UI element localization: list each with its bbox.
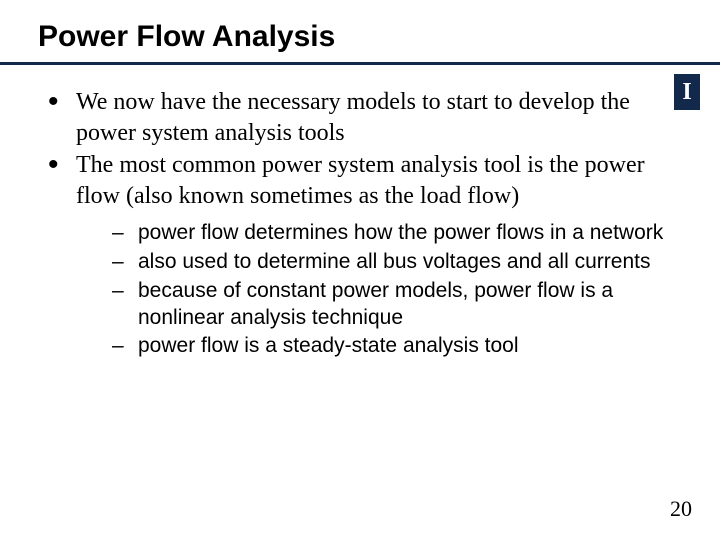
illinois-logo-letter: I [682,79,691,106]
bullet-text: We now have the necessary models to star… [76,89,630,146]
list-item: We now have the necessary models to star… [48,87,672,148]
list-item: power flow determines how the power flow… [112,220,672,247]
page-number: 20 [670,496,692,522]
list-item: also used to determine all bus voltages … [112,249,672,276]
list-item: The most common power system analysis to… [48,150,672,360]
content-area: We now have the necessary models to star… [48,87,672,360]
bullet-text: The most common power system analysis to… [76,152,645,209]
primary-bullet-list: We now have the necessary models to star… [48,87,672,360]
slide-title: Power Flow Analysis [38,20,672,54]
subbullet-text: power flow is a steady-state analysis to… [138,334,519,357]
subbullet-text: because of constant power models, power … [138,279,613,329]
subbullet-text: power flow determines how the power flow… [138,221,663,244]
slide: Power Flow Analysis I We now have the ne… [0,0,720,540]
list-item: because of constant power models, power … [112,278,672,332]
subbullet-text: also used to determine all bus voltages … [138,250,650,273]
list-item: power flow is a steady-state analysis to… [112,333,672,360]
illinois-logo-icon: I [674,74,700,110]
secondary-bullet-list: power flow determines how the power flow… [76,220,672,360]
title-rule [0,62,720,65]
